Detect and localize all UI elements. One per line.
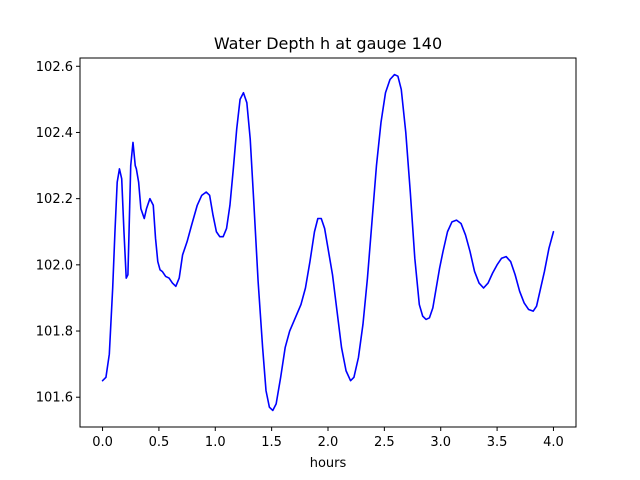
x-tick-label: 1.5 [261, 435, 282, 450]
x-tick-label: 3.5 [487, 435, 508, 450]
x-tick-label: 0.0 [92, 435, 113, 450]
y-tick-label: 102.0 [36, 258, 73, 273]
axes-frame [79, 57, 577, 428]
x-tick-label: 2.5 [374, 435, 395, 450]
x-tick-label: 1.0 [205, 435, 226, 450]
plot-area [101, 73, 555, 412]
series-line-0 [101, 73, 555, 412]
chart-title: Water Depth h at gauge 140 [214, 34, 442, 53]
y-tick-label: 102.4 [36, 126, 73, 141]
y-axis: 101.6 101.8 102.0 102.2 102.4 102.6 [36, 60, 80, 406]
x-axis-label: hours [310, 456, 347, 471]
y-tick-label: 102.2 [36, 192, 73, 207]
y-tick-label: 101.8 [36, 325, 73, 340]
x-axis: 0.0 0.5 1.0 1.5 2.0 2.5 3.0 3.5 4.0 [92, 427, 564, 450]
x-tick-label: 4.0 [543, 435, 564, 450]
y-tick-label: 101.6 [36, 391, 73, 406]
x-tick-label: 2.0 [318, 435, 339, 450]
x-tick-label: 3.0 [430, 435, 451, 450]
x-tick-label: 0.5 [149, 435, 170, 450]
y-tick-label: 102.6 [36, 60, 73, 75]
